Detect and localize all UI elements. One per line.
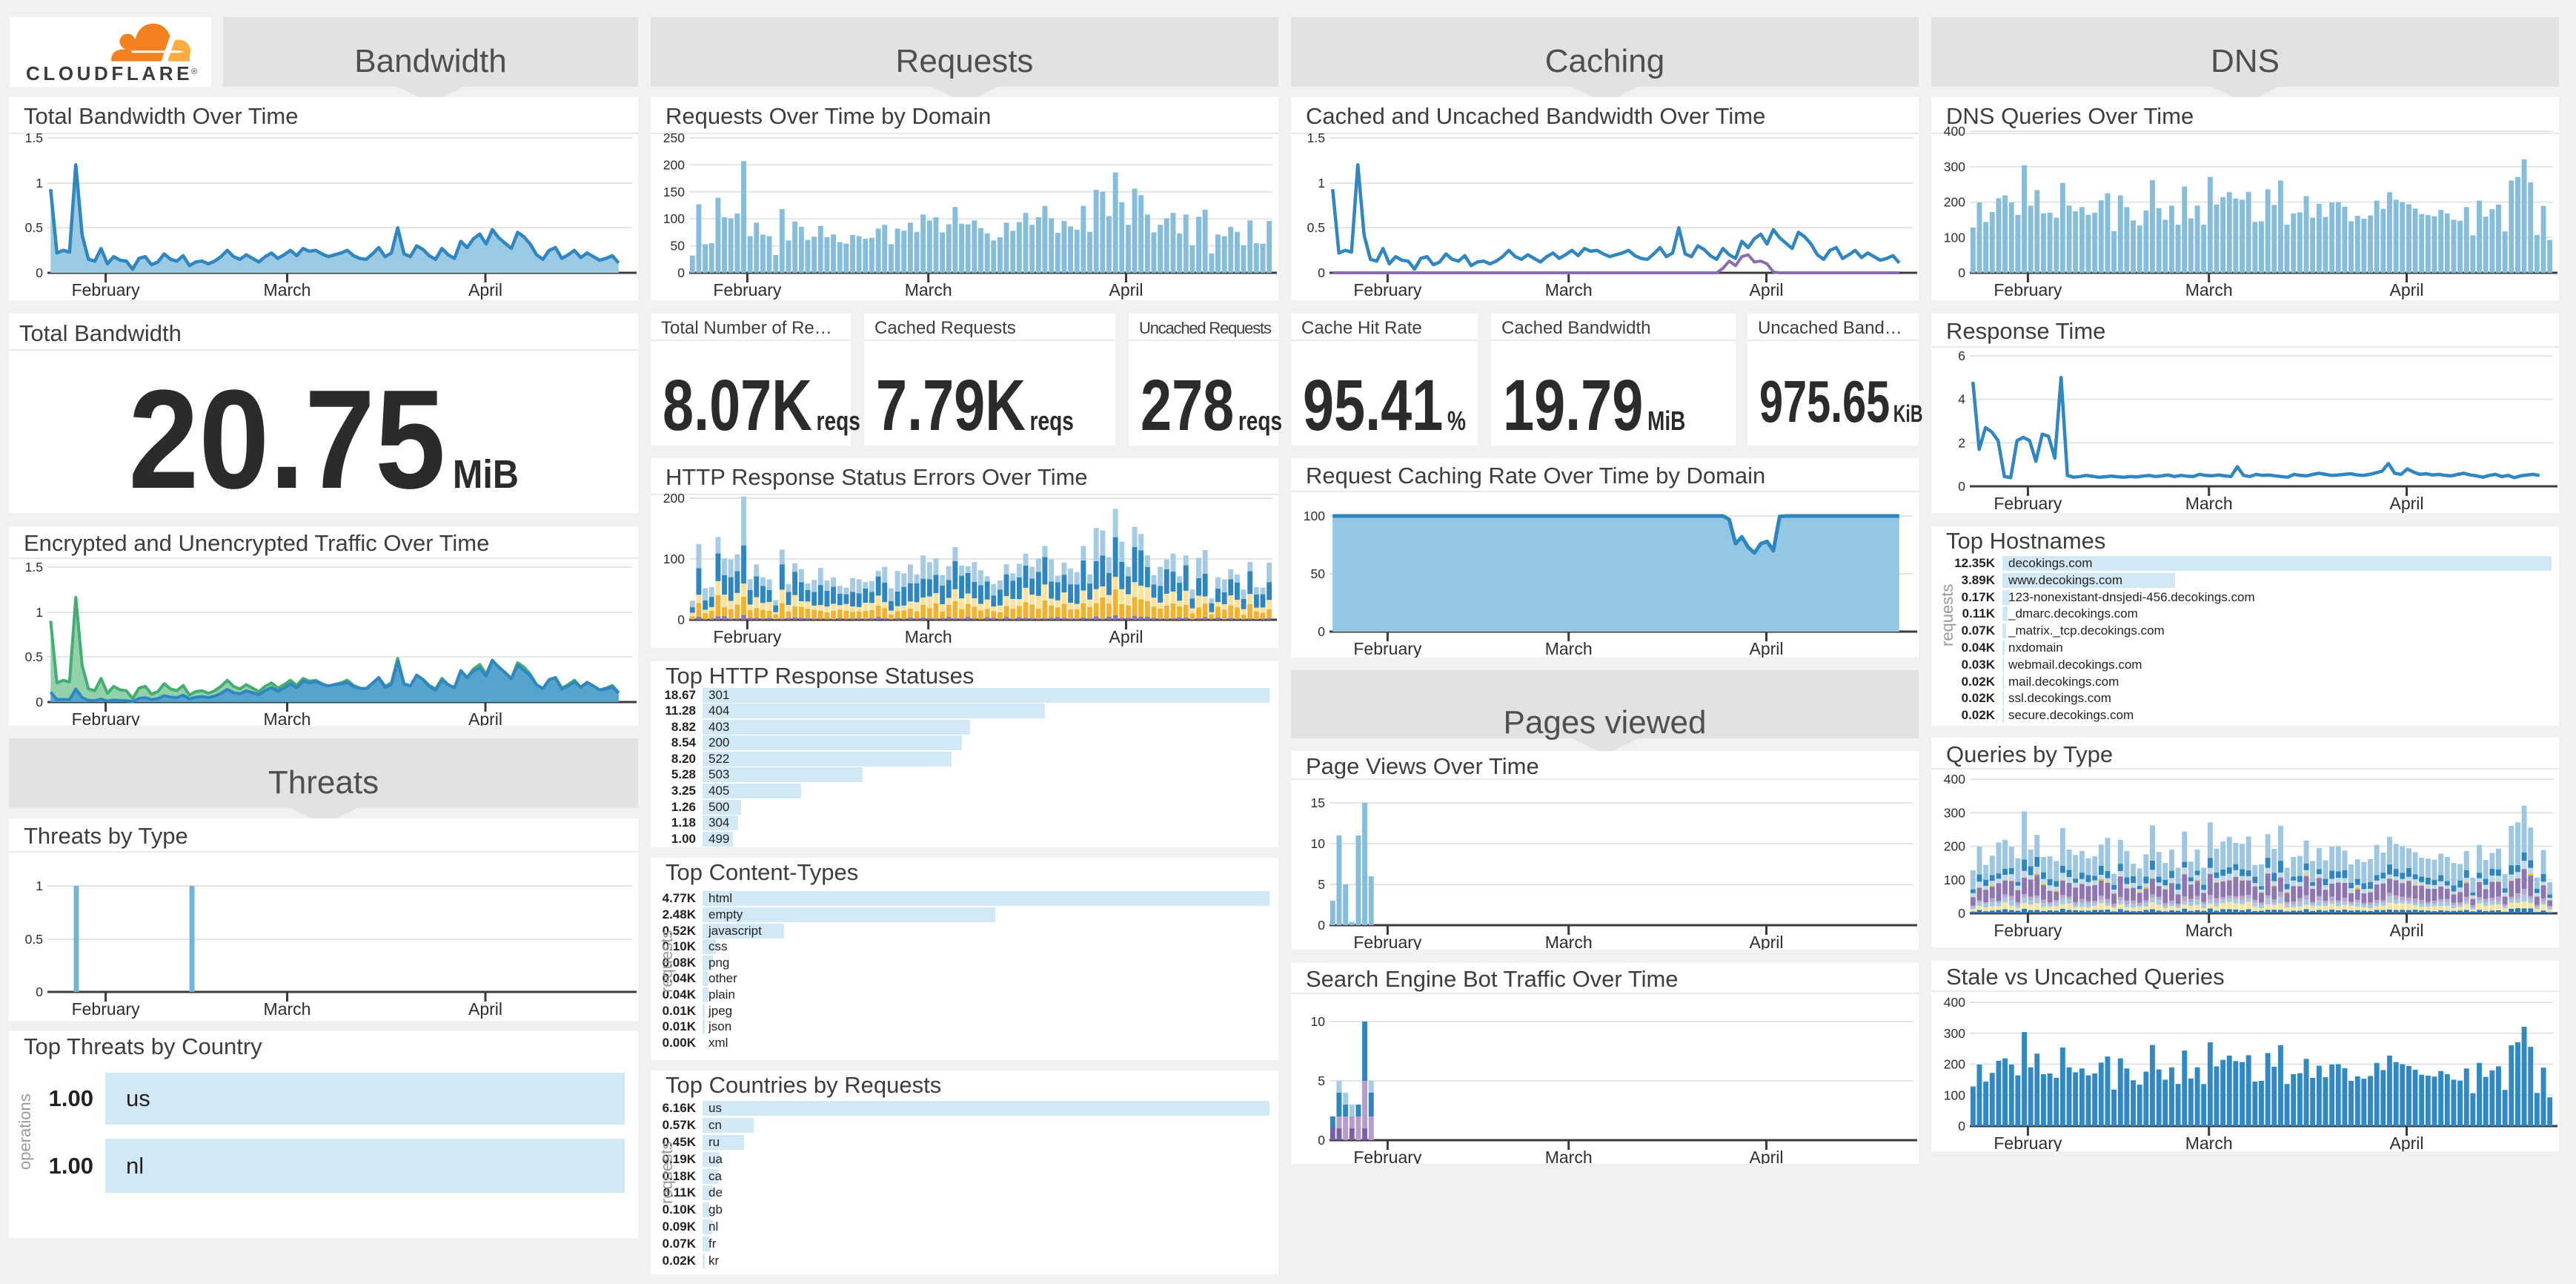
svg-text:February: February xyxy=(1994,921,2062,940)
svg-text:1: 1 xyxy=(36,176,43,191)
svg-text:15: 15 xyxy=(1311,795,1325,810)
svg-text:5: 5 xyxy=(1318,877,1325,892)
svg-text:April: April xyxy=(1749,280,1783,300)
svg-text:100: 100 xyxy=(663,552,685,566)
svg-text:100: 100 xyxy=(1944,873,1965,887)
svg-text:0: 0 xyxy=(36,984,43,999)
svg-text:February: February xyxy=(1353,280,1422,300)
svg-text:February: February xyxy=(1353,639,1422,658)
svg-text:March: March xyxy=(2185,494,2233,513)
svg-text:100: 100 xyxy=(1304,509,1325,523)
svg-text:0: 0 xyxy=(36,695,43,709)
svg-text:0: 0 xyxy=(677,612,685,627)
svg-text:200: 200 xyxy=(663,157,685,172)
svg-text:February: February xyxy=(1353,933,1422,950)
svg-text:2: 2 xyxy=(1958,435,1965,450)
svg-text:400: 400 xyxy=(1944,995,1965,1010)
svg-text:10: 10 xyxy=(1311,1014,1326,1029)
svg-text:400: 400 xyxy=(1944,124,1965,139)
svg-text:0.5: 0.5 xyxy=(25,649,43,664)
svg-text:1: 1 xyxy=(36,878,43,893)
svg-text:100: 100 xyxy=(663,211,685,226)
svg-text:March: March xyxy=(2185,280,2233,300)
svg-text:250: 250 xyxy=(663,130,685,145)
svg-text:0: 0 xyxy=(1318,624,1325,639)
svg-text:5: 5 xyxy=(1318,1073,1325,1088)
svg-text:0: 0 xyxy=(1318,1133,1325,1148)
svg-text:February: February xyxy=(1994,280,2062,300)
svg-text:50: 50 xyxy=(671,239,686,254)
svg-text:March: March xyxy=(264,709,311,726)
svg-text:0: 0 xyxy=(36,265,43,280)
svg-text:CLOUDFLARE: CLOUDFLARE xyxy=(26,62,193,85)
svg-text:400: 400 xyxy=(1944,772,1965,787)
svg-text:®: ® xyxy=(191,67,197,76)
svg-text:200: 200 xyxy=(663,491,685,506)
svg-text:0: 0 xyxy=(1958,479,1965,494)
svg-text:April: April xyxy=(1749,933,1783,950)
svg-text:1.5: 1.5 xyxy=(25,560,43,575)
svg-text:February: February xyxy=(713,280,782,300)
svg-text:March: March xyxy=(905,280,952,300)
svg-text:1.5: 1.5 xyxy=(1307,130,1325,145)
svg-text:1.5: 1.5 xyxy=(25,130,43,145)
svg-text:April: April xyxy=(2389,494,2423,513)
svg-text:February: February xyxy=(1994,1134,2062,1151)
svg-text:April: April xyxy=(1109,280,1143,300)
svg-text:March: March xyxy=(264,280,311,300)
svg-text:100: 100 xyxy=(1944,1088,1965,1102)
svg-text:0.5: 0.5 xyxy=(25,932,43,947)
svg-text:February: February xyxy=(72,999,141,1019)
svg-text:0: 0 xyxy=(1958,265,1965,280)
svg-text:0: 0 xyxy=(677,265,685,280)
svg-text:6: 6 xyxy=(1958,348,1965,363)
svg-text:April: April xyxy=(2389,1134,2423,1151)
svg-text:April: April xyxy=(1109,627,1143,646)
svg-text:1: 1 xyxy=(36,605,43,620)
svg-text:10: 10 xyxy=(1311,836,1326,851)
svg-text:April: April xyxy=(468,280,502,300)
svg-text:0.5: 0.5 xyxy=(25,220,43,235)
svg-text:March: March xyxy=(264,999,311,1019)
svg-text:March: March xyxy=(1545,639,1593,658)
svg-text:0: 0 xyxy=(1958,1119,1965,1134)
svg-text:March: March xyxy=(1545,933,1593,950)
svg-text:February: February xyxy=(72,280,141,300)
svg-text:100: 100 xyxy=(1944,230,1965,245)
svg-text:April: April xyxy=(468,999,502,1019)
svg-text:300: 300 xyxy=(1944,805,1965,820)
svg-text:300: 300 xyxy=(1944,1026,1965,1041)
svg-text:April: April xyxy=(1749,1148,1783,1164)
svg-text:0: 0 xyxy=(1318,918,1325,933)
svg-text:April: April xyxy=(2389,280,2423,300)
svg-text:1: 1 xyxy=(1318,176,1325,191)
svg-text:February: February xyxy=(1353,1148,1422,1164)
svg-text:0.5: 0.5 xyxy=(1307,220,1325,235)
svg-text:4: 4 xyxy=(1958,392,1965,407)
svg-text:March: March xyxy=(2185,921,2233,940)
svg-text:March: March xyxy=(905,627,952,646)
svg-text:April: April xyxy=(468,709,502,726)
svg-text:50: 50 xyxy=(1311,566,1326,581)
svg-text:February: February xyxy=(72,709,141,726)
svg-text:March: March xyxy=(1545,1148,1593,1164)
svg-text:April: April xyxy=(1749,639,1783,658)
svg-text:February: February xyxy=(1994,494,2062,513)
svg-text:200: 200 xyxy=(1944,1057,1965,1072)
svg-text:April: April xyxy=(2389,921,2423,940)
svg-text:200: 200 xyxy=(1944,839,1965,854)
svg-text:200: 200 xyxy=(1944,195,1965,210)
svg-text:February: February xyxy=(713,627,782,646)
svg-text:150: 150 xyxy=(663,185,685,199)
svg-text:March: March xyxy=(1545,280,1593,300)
svg-text:0: 0 xyxy=(1318,265,1325,280)
svg-text:0: 0 xyxy=(1958,906,1965,921)
svg-text:March: March xyxy=(2185,1134,2233,1151)
svg-text:300: 300 xyxy=(1944,159,1965,174)
